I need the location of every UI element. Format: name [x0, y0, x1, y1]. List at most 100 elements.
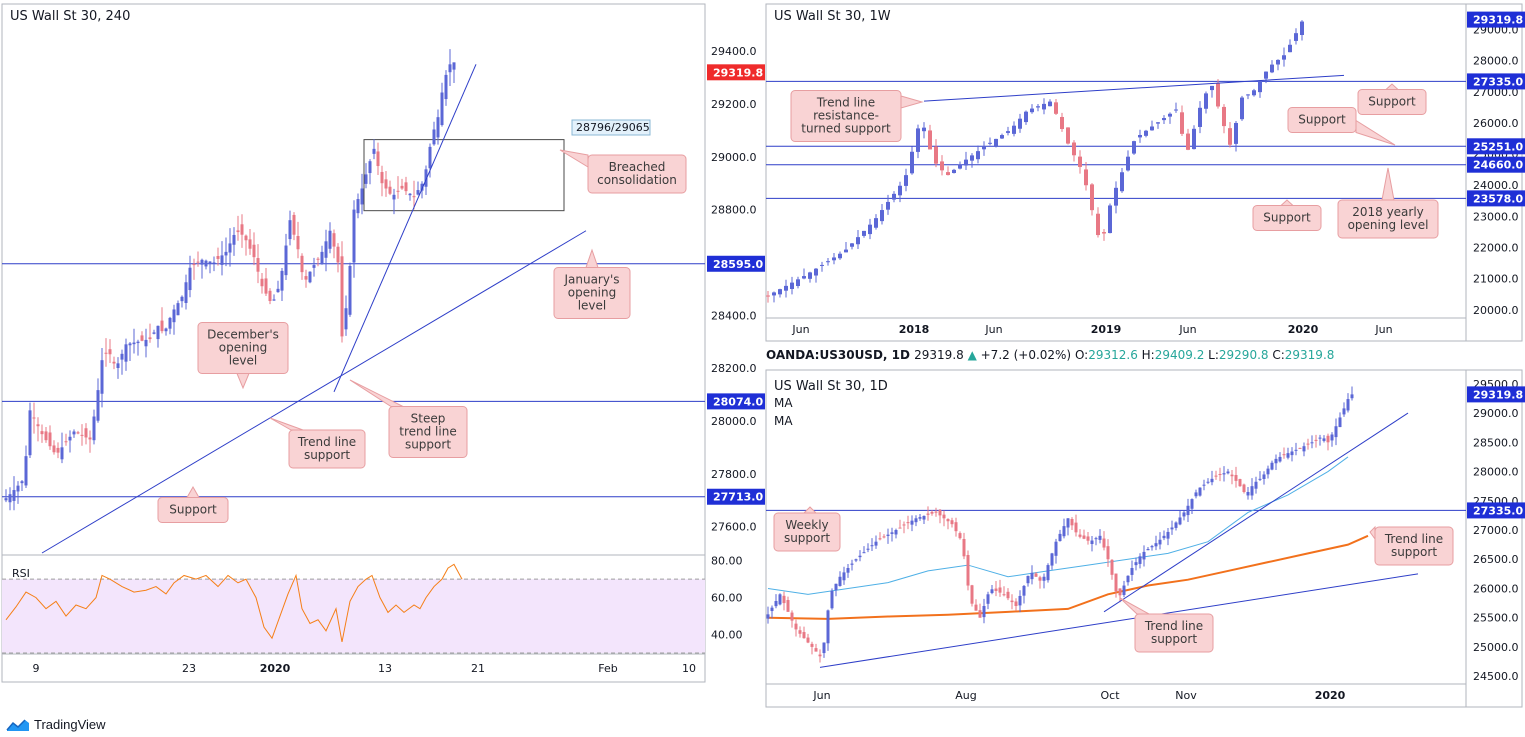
y-tick-label: 25000.0 [1473, 641, 1519, 654]
callout-january-text: opening [568, 286, 617, 300]
candle-body [396, 190, 400, 192]
candle-body [838, 576, 842, 586]
x-tick-label: Jun [791, 323, 809, 336]
level-price-tag [1467, 190, 1525, 207]
candle-body [1082, 535, 1086, 539]
candle-body [240, 224, 244, 235]
callout-january-box [553, 267, 631, 319]
candle-body [1300, 21, 1304, 36]
y-tick-label: 29000.0 [711, 151, 757, 164]
last-price-tag [1467, 386, 1525, 403]
candle-body [814, 268, 818, 276]
candle-body [1302, 446, 1306, 452]
candle-body [1022, 585, 1026, 596]
candle-body [152, 332, 156, 334]
candle-body [934, 146, 938, 164]
callout-weekly-support-text: Weekly [785, 518, 828, 532]
callout-breached-text: Breached [609, 160, 666, 174]
ohlc-part: L: [1208, 348, 1219, 362]
candle-body [1306, 443, 1310, 445]
rsi-band [2, 579, 705, 653]
candle-body [1250, 486, 1254, 496]
candle-body [1222, 473, 1226, 475]
level-price-tag-label: 27335.0 [1473, 75, 1523, 88]
candle-body [898, 527, 902, 529]
candle-body [1174, 522, 1178, 528]
candle-body [998, 587, 1002, 593]
callout-trend-box [288, 429, 366, 469]
daily-chart-panel: 24500.0 25000.0 25500.0 26000.0 26500.0 27000… [765, 369, 1525, 708]
candle-body [1186, 505, 1190, 516]
candle-body [1106, 546, 1110, 560]
x-tick-label: 23 [182, 662, 196, 675]
candle-body [862, 230, 866, 236]
candle-body [1252, 90, 1256, 96]
candle-body [830, 590, 834, 609]
consolidation-zone [363, 139, 565, 212]
candle-body [1246, 94, 1250, 96]
candle-body [176, 303, 180, 316]
candle-body [92, 416, 96, 441]
candle-body [1030, 108, 1034, 113]
candle-body [1216, 83, 1220, 107]
candle-body [256, 258, 260, 272]
candle-body [1190, 499, 1194, 509]
candle-body [184, 282, 188, 303]
last-price-tag-label: 29319.8 [1473, 14, 1523, 27]
candle-body [360, 188, 364, 205]
callout-weekly-support-text: support [784, 531, 830, 545]
candle-body [1266, 468, 1270, 475]
candle-body [1222, 106, 1226, 127]
candle-body [168, 317, 172, 329]
candle-body [1294, 33, 1298, 41]
x-tick-label: Jun [1374, 323, 1392, 336]
candle-body [1058, 533, 1062, 542]
candle-body [1138, 556, 1142, 564]
candle-body [1238, 479, 1242, 487]
candle-body [950, 520, 954, 525]
y-tick-label: 28000.0 [1473, 466, 1519, 479]
candle-body [252, 244, 256, 258]
candle-body [376, 151, 380, 167]
candle-body [1158, 539, 1162, 545]
ohlc-part: 29319.8 [914, 348, 967, 362]
candle-body [1146, 549, 1150, 551]
candle-body [416, 190, 420, 195]
trend-line [923, 74, 1345, 102]
candle-body [1070, 519, 1074, 526]
ohlc-part: ▲ [968, 348, 981, 362]
chart-title: US Wall St 30, 240 [10, 9, 130, 24]
candle-body [1298, 447, 1302, 449]
ohlc-part: OANDA:US30USD, 1D [766, 348, 914, 362]
candle-body [1094, 538, 1098, 540]
candle-body [424, 169, 428, 187]
candle-body [894, 530, 898, 535]
ohlc-part: 29319.8 [1285, 348, 1335, 362]
candle-body [60, 447, 64, 460]
callout-trend-res-box [790, 90, 902, 142]
candle-body [954, 522, 958, 532]
y-tick-label: 29200.0 [711, 98, 757, 111]
candle-body [356, 199, 360, 214]
candle-body [798, 630, 802, 634]
candle-body [384, 179, 388, 189]
candle-body [766, 614, 770, 619]
candle-body [994, 138, 998, 147]
tradingview-logo[interactable]: TradingView [6, 717, 106, 732]
callout-december-box [197, 322, 289, 374]
candle-body [1194, 492, 1198, 497]
x-tick-label: Feb [598, 662, 617, 675]
candle-body [778, 594, 782, 605]
candle-body [970, 585, 974, 604]
candle-body [1156, 122, 1160, 124]
last-price-tag [1467, 11, 1525, 28]
callout-steep-text: Steep [411, 412, 446, 426]
candle-body [1210, 85, 1214, 91]
callout-trend-line-support-2-box [1374, 526, 1454, 566]
candle-body [942, 514, 946, 519]
candle-body [1018, 118, 1022, 129]
candle-body [220, 255, 224, 265]
candle-body [1000, 135, 1004, 139]
candle-body [192, 263, 196, 266]
y-tick-label: 24500.0 [1473, 670, 1519, 683]
